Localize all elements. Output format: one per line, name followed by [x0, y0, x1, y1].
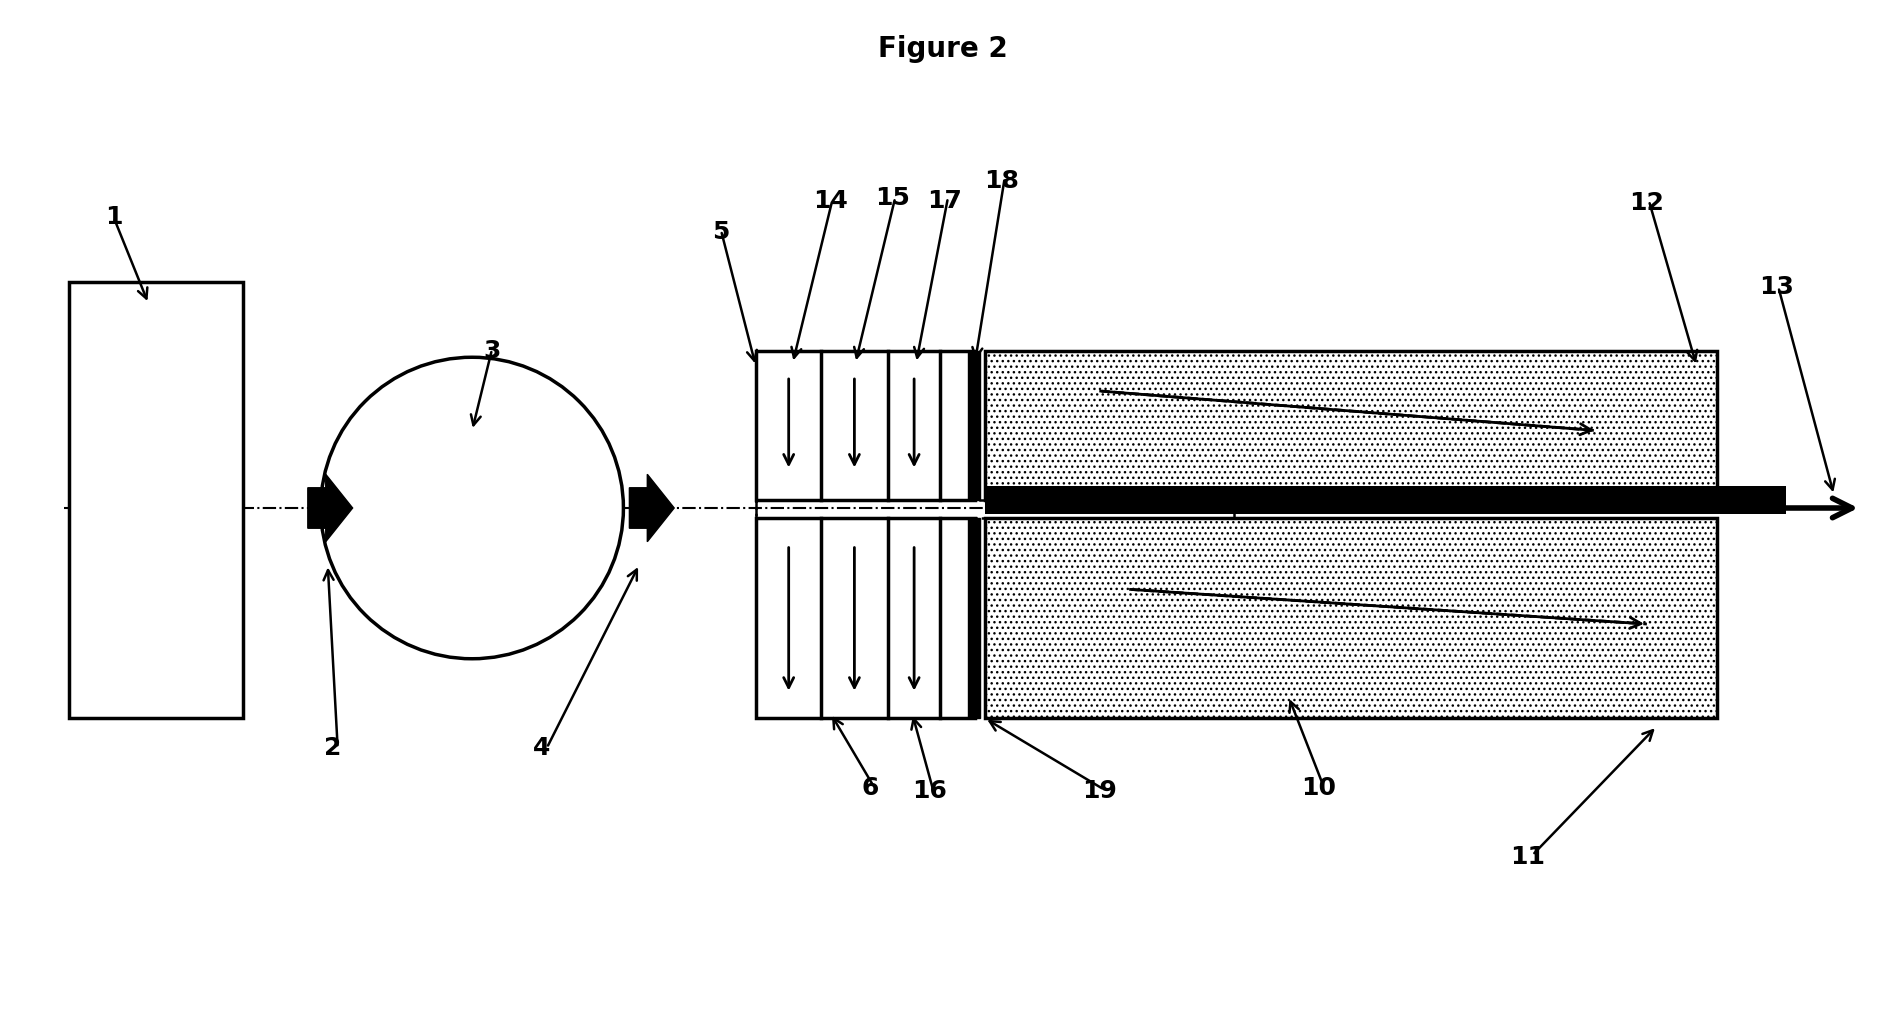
Bar	[70, 281, 243, 718]
Polygon shape	[307, 474, 352, 542]
Text: 18: 18	[984, 169, 1020, 193]
Text: 15: 15	[875, 186, 910, 209]
Text: 11: 11	[1510, 845, 1546, 869]
Polygon shape	[630, 474, 675, 542]
Text: 1: 1	[106, 205, 123, 230]
Bar	[756, 500, 1233, 518]
Text: 4: 4	[533, 736, 550, 760]
Circle shape	[320, 358, 624, 658]
Bar	[756, 352, 975, 500]
Text: 6: 6	[861, 775, 878, 800]
Text: 19: 19	[1082, 778, 1116, 803]
Polygon shape	[967, 518, 980, 718]
Bar	[984, 352, 1717, 500]
Text: 12: 12	[1629, 191, 1664, 214]
Text: 3: 3	[483, 339, 501, 364]
Bar	[756, 518, 975, 718]
Text: 2: 2	[324, 736, 341, 760]
Text: 13: 13	[1759, 275, 1795, 299]
Text: Figure 2: Figure 2	[878, 35, 1007, 63]
Polygon shape	[967, 352, 980, 500]
Text: 17: 17	[927, 189, 963, 212]
Text: 16: 16	[912, 778, 948, 803]
Text: 14: 14	[812, 189, 848, 212]
Text: 5: 5	[713, 220, 729, 244]
Text: 10: 10	[1301, 775, 1336, 800]
Bar	[984, 518, 1717, 718]
Bar	[984, 487, 1787, 514]
